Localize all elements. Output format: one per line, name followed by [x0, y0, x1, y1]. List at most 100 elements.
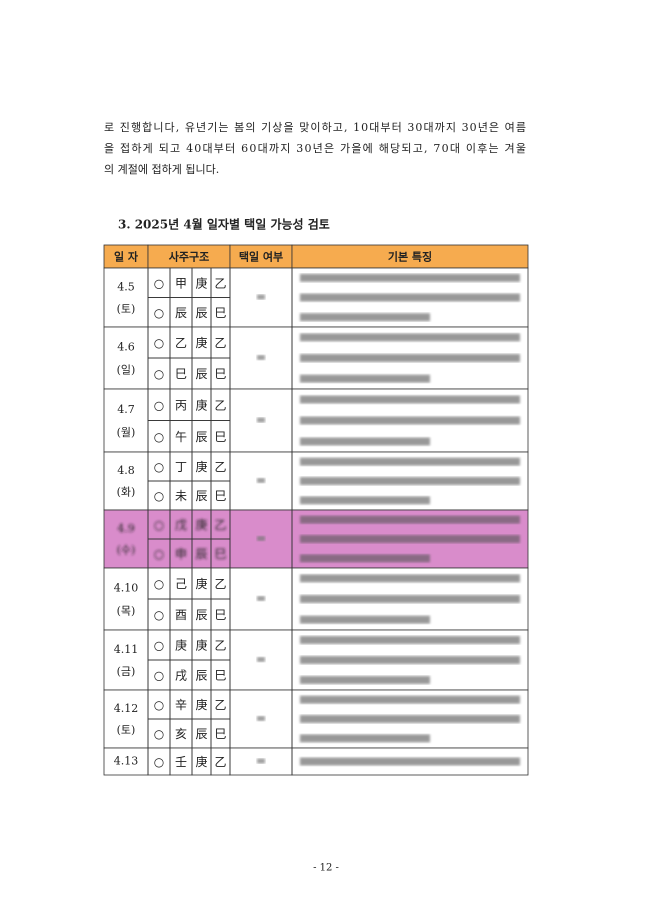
- saju-char: 乙: [214, 755, 226, 769]
- saju-char: 巳: [214, 306, 226, 320]
- saju-char: ○: [154, 518, 164, 532]
- blurred-text: [300, 554, 430, 563]
- saju-char: 丙: [175, 398, 187, 412]
- saju-char: 巳: [214, 430, 226, 444]
- blurred-text: [300, 734, 430, 743]
- date: 4.12: [114, 702, 139, 715]
- cell: [291, 747, 529, 776]
- blurred-mark: [257, 657, 265, 662]
- blurred-text: [300, 615, 430, 624]
- saju-cell: [210, 747, 231, 776]
- saju-char: 乙: [214, 518, 226, 532]
- saju-char: 庚: [195, 576, 207, 591]
- saju-char: 辰: [195, 547, 207, 561]
- saju-char: ○: [154, 669, 164, 683]
- saju-char: 辛: [175, 698, 187, 712]
- saju-char: ○: [154, 489, 164, 503]
- weekday: (화): [117, 486, 136, 499]
- blurred-text: [300, 757, 520, 766]
- weekday: (월): [117, 426, 136, 439]
- paragraph-line: 로 진행합니다, 유년기는 봄의 기상을 맞이하고, 10대부터 30대까지 3…: [104, 120, 526, 134]
- date: 4.6: [117, 340, 135, 353]
- date: 4.7: [117, 403, 135, 416]
- saju-char: 乙: [214, 336, 226, 350]
- saju-char: 乙: [214, 698, 226, 712]
- blurred-text: [300, 535, 520, 543]
- saju-char: ○: [154, 398, 164, 412]
- saju-char: 乙: [214, 639, 226, 653]
- header-label: 기본 특징: [388, 250, 432, 264]
- saju-char: ○: [154, 577, 164, 591]
- saju-char: 辰: [195, 367, 207, 381]
- blurred-mark: [257, 758, 265, 764]
- saju-char: ○: [154, 698, 164, 712]
- blurred-text: [300, 293, 520, 302]
- date: 4.10: [114, 581, 139, 594]
- saju-char: 庚: [195, 697, 207, 712]
- saju-char: 辰: [195, 489, 207, 503]
- saju-char: ○: [154, 367, 164, 381]
- date: 4.9: [117, 522, 135, 535]
- blurred-mark: [257, 355, 265, 360]
- blurred-text: [300, 354, 520, 362]
- blurred-mark: [257, 716, 265, 721]
- header-label: 일 자: [114, 250, 139, 264]
- saju-char: 辰: [195, 430, 207, 444]
- weekday: (일): [117, 362, 136, 376]
- blurred-text: [300, 676, 430, 684]
- saju-char: 庚: [195, 397, 207, 412]
- saju-char: 乙: [214, 577, 226, 591]
- saju-char: 庚: [195, 754, 207, 769]
- saju-char: ○: [154, 608, 164, 622]
- table: 일 자 사주구조 택일 여부 기본 특징4.5(토)○ 甲庚乙○ 辰辰巳4.6(일)○ 乙庚…: [103, 244, 529, 776]
- saju-char: 戌: [175, 669, 187, 683]
- saju-char: 乙: [214, 276, 226, 290]
- saju-char: 庚: [195, 275, 207, 290]
- blurred-mark: [257, 294, 265, 300]
- blurred-text: [300, 574, 520, 583]
- blurred-mark: [257, 417, 265, 423]
- blurred-text: [300, 636, 520, 644]
- saju-char: ○: [154, 639, 164, 653]
- blurred-text: [300, 515, 520, 524]
- blurred-text: [300, 395, 520, 404]
- blurred-text: [300, 333, 520, 342]
- saju-char: 辰: [195, 608, 207, 622]
- blurred-text: [300, 416, 520, 425]
- saju-char: ○: [154, 306, 164, 320]
- blurred-text: [300, 374, 430, 383]
- blurred-mark: [257, 478, 265, 483]
- paragraph-line: 의 계절에 접하게 됩니다.: [104, 162, 219, 176]
- blurred-text: [300, 477, 520, 485]
- blurred-text: [300, 656, 520, 664]
- date: 4.8: [117, 464, 135, 477]
- saju-char: 辰: [195, 727, 207, 741]
- saju-char: 戊: [175, 518, 187, 532]
- blurred-text: [300, 595, 520, 603]
- blurred-text: [300, 273, 520, 282]
- saju-char: 庚: [195, 459, 207, 474]
- saju-char: 申: [175, 547, 187, 561]
- saju-char: 庚: [195, 517, 207, 532]
- saju-char: ○: [154, 276, 164, 290]
- page-number: - 12 -: [313, 863, 339, 874]
- date: 4.5: [117, 280, 135, 293]
- weekday: (수): [117, 544, 136, 557]
- saju-char: 巳: [214, 547, 226, 561]
- saju-char: 庚: [175, 638, 187, 653]
- blurred-text: [300, 715, 520, 723]
- blurred-text: [300, 695, 520, 704]
- blurred-mark: [257, 596, 265, 601]
- saju-char: ○: [154, 336, 164, 350]
- saju-char: 壬: [175, 755, 187, 769]
- blurred-mark: [257, 536, 265, 541]
- section-heading: 3. 2025년 4월 일자별 택일 가능성 검토: [118, 217, 330, 232]
- saju-char: 辰: [195, 669, 207, 683]
- weekday: (금): [117, 665, 136, 678]
- weekday: (목): [117, 604, 136, 617]
- saju-char: 乙: [175, 336, 187, 350]
- saju-char: 午: [175, 430, 187, 444]
- date: 4.13: [114, 755, 139, 768]
- header-label: 사주구조: [169, 250, 209, 264]
